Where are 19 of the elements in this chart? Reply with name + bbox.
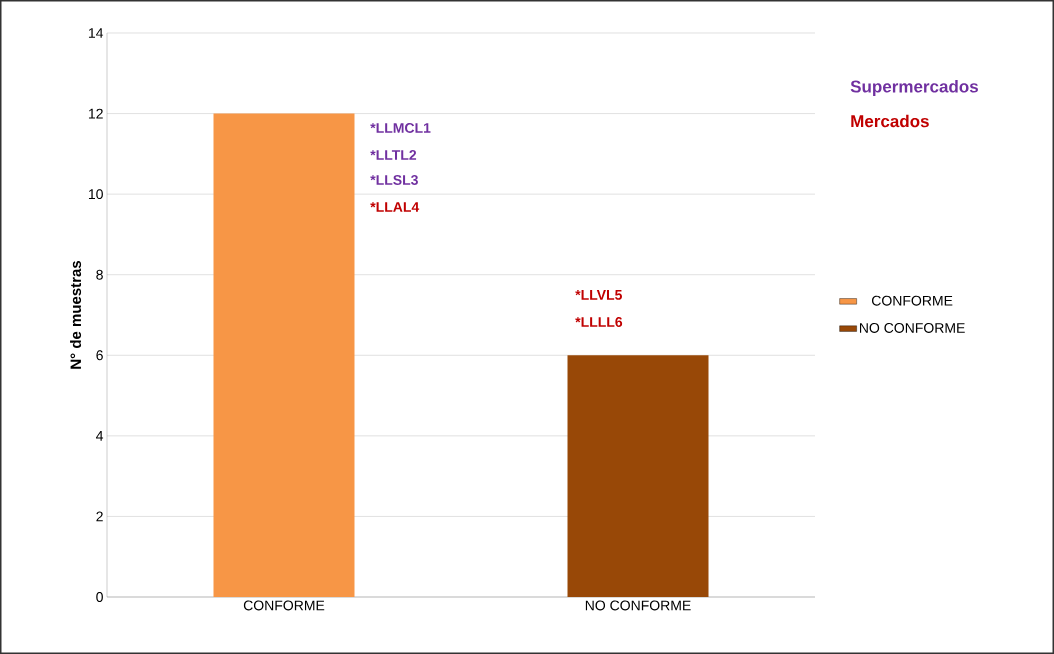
y-axis-title: N° de muestras: [70, 260, 82, 369]
legend-label: CONFORME: [872, 295, 953, 306]
annotation: *LLVL5: [575, 290, 622, 300]
annotation: *LLSL3: [370, 175, 418, 185]
annotation: *LLTL2: [370, 150, 417, 160]
y-tick-label: 2: [96, 511, 103, 522]
annotation: *LLLL6: [575, 317, 623, 327]
y-tick-label: 8: [96, 269, 103, 280]
y-tick-label: 14: [88, 28, 104, 38]
text: Mercados: [851, 114, 929, 128]
y-tick-label: 0: [96, 592, 103, 602]
y-tick-label: 6: [96, 350, 103, 361]
y-tick-label: 4: [96, 431, 104, 441]
annotation: *LLAL4: [370, 202, 420, 212]
text: Supermercados: [850, 80, 978, 96]
y-tick-label: 10: [88, 189, 103, 200]
annotation: *LLMCL1: [370, 123, 431, 133]
y-tick-label: 12: [88, 108, 103, 119]
legend-label: NO CONFORME: [859, 322, 965, 333]
